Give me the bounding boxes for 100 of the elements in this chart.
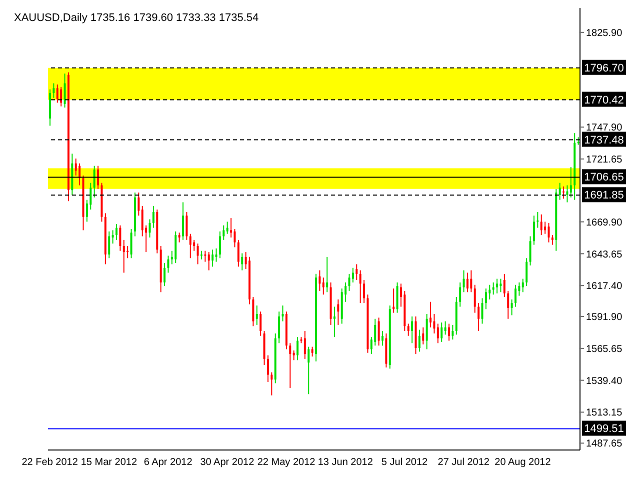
candlestick xyxy=(333,306,336,338)
candlestick xyxy=(141,205,144,237)
candlestick xyxy=(407,323,410,336)
candlestick xyxy=(440,322,443,342)
candlestick xyxy=(212,249,214,268)
candlestick xyxy=(119,224,122,252)
candlestick xyxy=(97,165,100,190)
candlestick xyxy=(558,182,561,200)
candlestick xyxy=(318,270,321,292)
y-tick-label: 1565.65 xyxy=(586,344,623,355)
candlestick xyxy=(522,278,524,293)
candlestick xyxy=(496,278,498,294)
candlestick xyxy=(308,346,310,395)
candlestick xyxy=(311,346,314,357)
candlestick xyxy=(234,228,236,248)
candlestick xyxy=(282,305,284,322)
ref-line-label: 1691.85 xyxy=(584,190,624,202)
candlestick xyxy=(252,296,254,327)
candlestick xyxy=(138,192,140,216)
y-tick-label: 1617.40 xyxy=(586,281,623,292)
candlestick xyxy=(178,232,180,243)
x-tick-label: 15 Mar 2012 xyxy=(80,457,138,468)
candlestick xyxy=(503,273,506,298)
candlestick xyxy=(481,298,484,324)
candlestick xyxy=(226,221,228,234)
y-tick-label: 1721.65 xyxy=(586,154,623,166)
candlestick xyxy=(488,284,491,300)
y-tick-label: 1539.40 xyxy=(586,376,623,387)
candlestick xyxy=(418,329,420,352)
candlestick xyxy=(326,256,328,293)
candlestick xyxy=(459,282,462,308)
x-tick-label: 13 Jun 2012 xyxy=(318,457,374,468)
candlestick xyxy=(241,252,244,271)
candlestick xyxy=(289,342,292,389)
candlestick xyxy=(566,184,568,203)
candlestick xyxy=(93,165,96,198)
x-tick-label: 6 Apr 2012 xyxy=(144,457,193,468)
candlestick xyxy=(551,234,554,246)
candlestick xyxy=(186,212,188,240)
candlestick xyxy=(382,330,384,346)
ref-line-label: 1770.42 xyxy=(584,94,624,106)
candlestick xyxy=(478,302,480,332)
candlestick xyxy=(237,239,240,268)
candlestick xyxy=(292,350,295,361)
candlestick xyxy=(570,166,572,198)
chart-title: XAUUSD,Daily 1735.16 1739.60 1733.33 1735.54 xyxy=(14,12,259,24)
candlestick xyxy=(548,222,550,243)
candlestick xyxy=(411,316,414,344)
candlestick xyxy=(215,248,218,262)
candlestick xyxy=(374,318,376,346)
candlestick xyxy=(222,224,225,240)
candlestick xyxy=(396,282,398,314)
candlestick xyxy=(540,214,542,236)
candlestick xyxy=(152,205,154,228)
x-tick-label: 27 Jul 2012 xyxy=(438,457,490,468)
ref-line-label: 1737.48 xyxy=(584,134,624,146)
candlestick xyxy=(189,233,192,259)
x-tick-label: 22 Feb 2012 xyxy=(22,457,78,468)
x-tick-label: 22 May 2012 xyxy=(257,457,316,468)
candlestick xyxy=(112,230,114,244)
candlestick xyxy=(526,258,528,287)
candlestick xyxy=(484,288,487,310)
candlestick xyxy=(78,162,81,186)
candlestick xyxy=(74,158,77,176)
y-tick-label: 1825.90 xyxy=(586,28,623,39)
candlestick xyxy=(208,252,210,271)
candlestick xyxy=(436,323,439,344)
candlestick xyxy=(218,230,221,259)
candlestick xyxy=(474,284,476,314)
candlestick xyxy=(466,272,468,293)
ref-line-label: 1796.70 xyxy=(584,62,624,74)
x-tick-label: 5 Jul 2012 xyxy=(381,457,428,468)
candlestick xyxy=(448,323,450,342)
candlestick xyxy=(422,326,424,345)
candlestick xyxy=(500,278,502,293)
x-tick-label: 20 Aug 2012 xyxy=(494,457,552,468)
candlestick xyxy=(182,202,184,240)
candlestick xyxy=(426,314,428,350)
candlestick xyxy=(260,311,262,336)
candlestick xyxy=(392,288,395,314)
y-tick-label: 1591.90 xyxy=(586,312,623,324)
candlestick xyxy=(108,230,110,259)
candlestick xyxy=(363,280,366,304)
candlestick xyxy=(64,73,66,108)
y-tick-label: 1747.90 xyxy=(586,122,623,134)
candlestick xyxy=(116,224,118,240)
candlestick xyxy=(278,311,280,344)
candlestick xyxy=(337,298,340,326)
candlestick xyxy=(60,86,62,107)
candlestick xyxy=(378,317,380,346)
y-tick-label: 1669.90 xyxy=(586,217,623,228)
candlestick xyxy=(348,273,350,292)
candlestick xyxy=(352,267,354,283)
candlestick xyxy=(56,84,58,104)
candlestick xyxy=(256,305,258,326)
candlestick xyxy=(462,270,465,293)
y-tick-label: 1487.65 xyxy=(586,438,623,450)
candlestick xyxy=(507,290,510,320)
ref-line-label: 1706.65 xyxy=(584,172,624,184)
candlestick xyxy=(444,320,446,336)
